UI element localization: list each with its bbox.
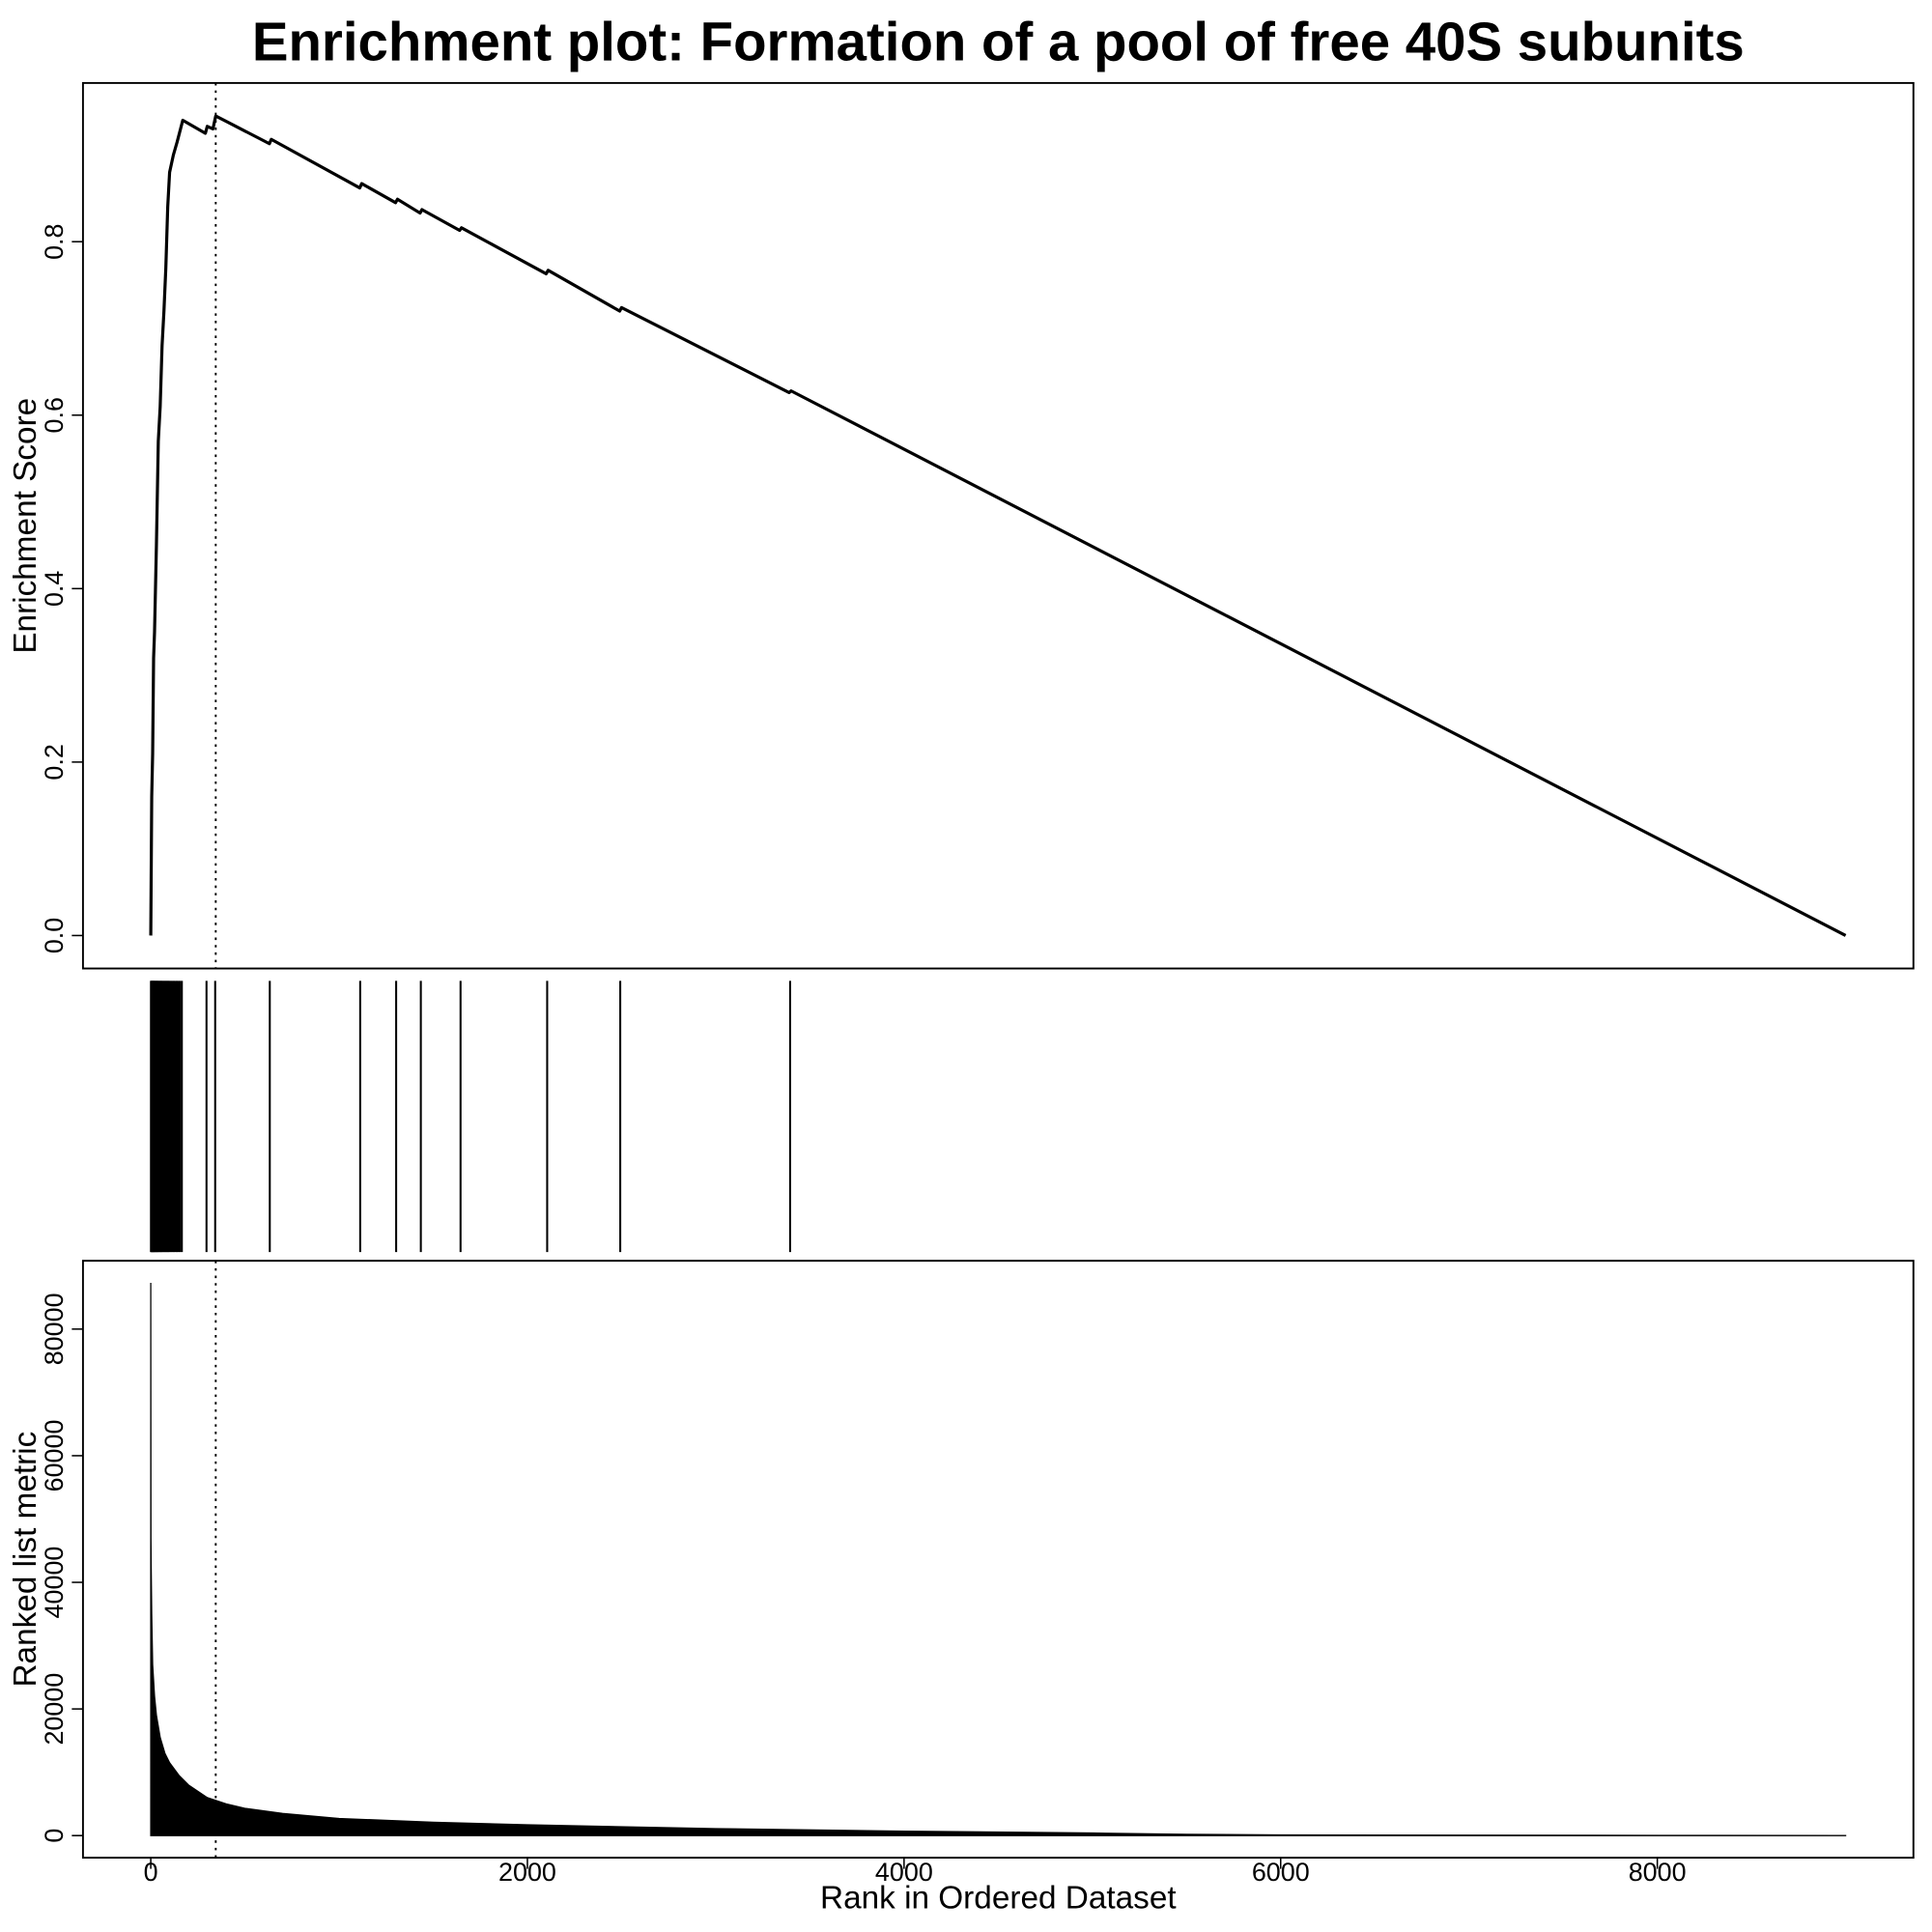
y-tick-label: 0.4 [40, 571, 69, 607]
y-axis-label: Ranked list metric [8, 1432, 43, 1688]
x-tick-label: 6000 [1252, 1858, 1310, 1887]
x-tick-label: 4000 [875, 1858, 933, 1887]
x-tick-label: 8000 [1629, 1858, 1687, 1887]
plot-frame [81, 1260, 1915, 1860]
es-line [149, 114, 1847, 937]
y-tick-label: 0.0 [40, 918, 69, 953]
y-tick-label: 0.2 [40, 744, 69, 780]
y-tick-label: 40000 [40, 1547, 69, 1619]
x-tick-label: 0 [144, 1858, 158, 1887]
x-tick-label: 2000 [498, 1858, 556, 1887]
chart-title: Enrichment plot: Formation of a pool of … [252, 11, 1745, 71]
x-axis-label: Rank in Ordered Dataset [820, 1880, 1177, 1916]
metric-area [150, 1283, 1847, 1836]
plot-frame [81, 81, 1915, 970]
y-tick-label: 0 [40, 1829, 69, 1843]
y-axis-label: Enrichment Score [8, 398, 43, 654]
y-tick-label: 0.6 [40, 397, 69, 433]
y-tick-label: 60000 [40, 1420, 69, 1492]
y-tick-label: 0.8 [40, 223, 69, 259]
y-tick-label: 80000 [40, 1293, 69, 1365]
y-tick-label: 20000 [40, 1673, 69, 1746]
